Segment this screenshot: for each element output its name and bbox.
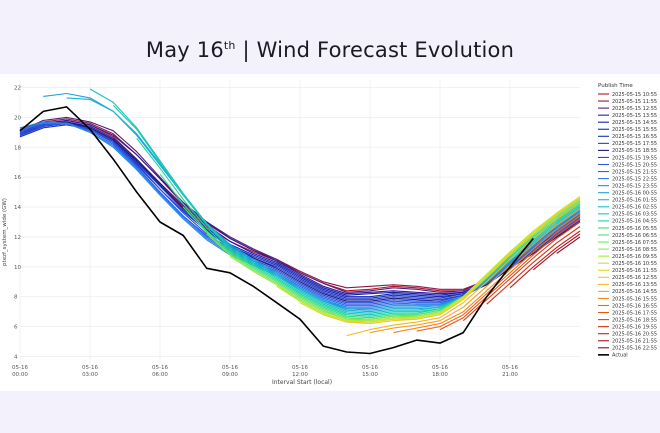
x-tick-label-date: 05-16 <box>222 365 238 371</box>
y-tick-label: 18 <box>14 145 21 151</box>
y-tick-label: 4 <box>14 355 18 361</box>
legend-entry: 2025-05-16 10:55 <box>612 261 657 267</box>
legend-entry: 2025-05-15 15:55 <box>612 127 657 133</box>
legend-entry: 2025-05-16 18:55 <box>612 317 657 323</box>
series-line <box>19 122 581 307</box>
x-tick-label-time: 03:00 <box>82 372 98 378</box>
series-line <box>556 236 581 254</box>
legend-entry: 2025-05-16 11:55 <box>612 268 657 274</box>
legend-entry: 2025-05-16 21:55 <box>612 339 657 345</box>
bottom-band <box>0 391 660 433</box>
chart-title-main: May 16 <box>145 38 224 62</box>
y-tick-label: 16 <box>14 175 21 181</box>
legend-entry: 2025-05-15 22:55 <box>612 176 657 182</box>
y-axis-label: ptezf_system_wide (GW) <box>2 198 8 266</box>
legend-entry: 2025-05-16 19:55 <box>612 324 657 330</box>
x-tick-label-time: 18:00 <box>432 372 448 378</box>
x-tick-label-date: 05-16 <box>432 365 448 371</box>
x-tick-label-time: 00:00 <box>12 372 28 378</box>
y-tick-label: 6 <box>14 325 18 331</box>
legend-entry: 2025-05-15 19:55 <box>612 155 657 161</box>
y-tick-label: 14 <box>14 205 21 211</box>
series-line <box>439 218 581 331</box>
y-tick-label: 22 <box>14 85 21 91</box>
x-tick-label-date: 05-16 <box>82 365 98 371</box>
title-band: May 16th | Wind Forecast Evolution <box>0 0 660 74</box>
legend-entry: 2025-05-15 11:55 <box>612 99 657 105</box>
x-tick-label-time: 06:00 <box>152 372 168 378</box>
x-tick-labels: 05-1600:0005-1603:0005-1606:0005-1609:00… <box>12 365 518 378</box>
legend-entry: 2025-05-16 00:55 <box>612 191 657 197</box>
legend-entry: 2025-05-15 16:55 <box>612 134 657 140</box>
series-line <box>276 196 581 323</box>
legend-title: Publish Time <box>598 83 633 89</box>
series-lines <box>19 88 581 355</box>
legend-entry: 2025-05-16 02:55 <box>612 205 657 211</box>
series-line <box>393 212 581 334</box>
x-tick-label-time: 15:00 <box>362 372 378 378</box>
chart-title-rest: | Wind Forecast Evolution <box>235 38 515 62</box>
y-tick-labels: 4 6 8 10 12 14 16 18 20 22 <box>14 85 21 360</box>
chart-title: May 16th | Wind Forecast Evolution <box>0 38 660 62</box>
legend-entry: 2025-05-16 22:55 <box>612 346 657 352</box>
y-tick-label: 20 <box>14 115 21 121</box>
legend-entry: 2025-05-16 06:55 <box>612 233 657 239</box>
series-line <box>416 215 581 332</box>
y-tick-label: 12 <box>14 235 21 241</box>
legend-entry: 2025-05-15 14:55 <box>612 120 657 126</box>
series-line <box>369 208 581 334</box>
legend-entry: 2025-05-15 23:55 <box>612 183 657 189</box>
legend-entry: 2025-05-16 12:55 <box>612 275 657 281</box>
legend-entry: 2025-05-16 08:55 <box>612 247 657 253</box>
legend-entry: 2025-05-15 17:55 <box>612 141 657 147</box>
series-line <box>19 121 581 302</box>
legend-entry: 2025-05-16 04:55 <box>612 219 657 225</box>
legend-entry: 2025-05-15 12:55 <box>612 106 657 112</box>
x-tick-label-date: 05-16 <box>362 365 378 371</box>
legend-entry: 2025-05-16 20:55 <box>612 332 657 338</box>
legend-entry: 2025-05-16 09:55 <box>612 254 657 260</box>
legend-entry: 2025-05-16 13:55 <box>612 282 657 288</box>
chart-panel: 4 6 8 10 12 14 16 18 20 22 05-16 00:00 05-16 03:00 05… <box>0 74 660 391</box>
series-line <box>112 105 581 316</box>
legend-entry: 2025-05-16 05:55 <box>612 226 657 232</box>
legend-entry: 2025-05-15 18:55 <box>612 148 657 154</box>
legend-entry: 2025-05-16 07:55 <box>612 240 657 246</box>
x-tick-label-date: 05-16 <box>152 365 168 371</box>
legend-entry: 2025-05-16 16:55 <box>612 303 657 309</box>
legend-entry: 2025-05-15 13:55 <box>612 113 657 119</box>
series-line <box>509 230 581 289</box>
legend-entry: Actual <box>612 353 628 359</box>
x-tick-label-time: 12:00 <box>292 372 308 378</box>
legend-entry: 2025-05-16 03:55 <box>612 212 657 218</box>
series-line <box>89 88 581 314</box>
x-tick-label-date: 05-16 <box>292 365 308 371</box>
series-line <box>323 197 581 325</box>
y-tick-label: 8 <box>14 295 18 301</box>
series-line <box>532 233 581 271</box>
x-axis-label: Interval Start (local) <box>272 379 332 386</box>
legend-entry: 2025-05-16 15:55 <box>612 296 657 302</box>
series-line <box>486 226 581 305</box>
legend-entry: 2025-05-15 20:55 <box>612 162 657 168</box>
legend: Publish Time 2025-05-15 10:552025-05-15 … <box>598 83 657 359</box>
x-tick-label-time: 09:00 <box>222 372 238 378</box>
x-tick-label-date: 05-16 <box>12 365 28 371</box>
legend-entry: 2025-05-16 01:55 <box>612 198 657 204</box>
series-line <box>19 106 534 355</box>
legend-entry: 2025-05-16 14:55 <box>612 289 657 295</box>
legend-entry: 2025-05-15 21:55 <box>612 169 657 175</box>
x-tick-label-time: 21:00 <box>502 372 518 378</box>
series-line <box>346 202 581 337</box>
legend-entry: 2025-05-15 10:55 <box>612 92 657 98</box>
series-line <box>136 137 581 317</box>
legend-entry: 2025-05-16 17:55 <box>612 310 657 316</box>
y-tick-label: 10 <box>14 265 21 271</box>
grid-lines <box>19 80 580 364</box>
x-tick-label-date: 05-16 <box>502 365 518 371</box>
chart-title-superscript: th <box>223 39 236 52</box>
